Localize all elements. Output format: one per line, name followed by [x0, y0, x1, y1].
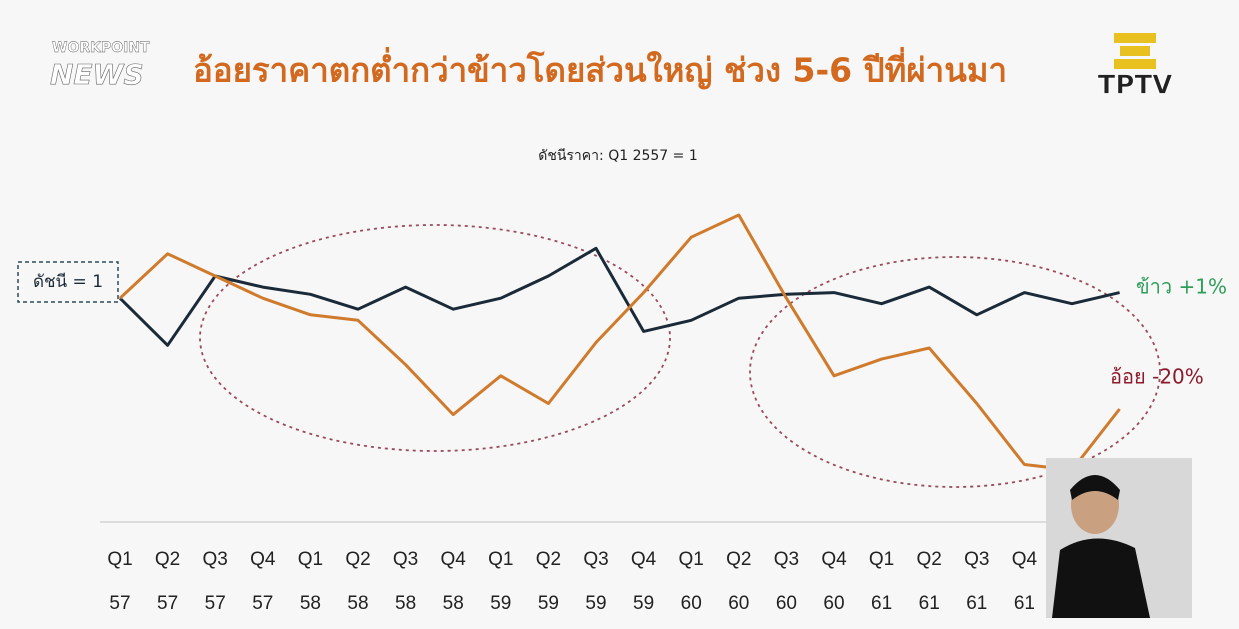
interpreter-hair	[1070, 475, 1120, 500]
x-tick-label: Q1	[298, 549, 323, 570]
annotation-box	[17, 261, 119, 303]
overlay: WORKPOINT NEWS TPTV	[50, 33, 1192, 618]
x-tick-label: 61	[919, 593, 940, 614]
x-tick-label: 60	[776, 593, 797, 614]
x-tick-label: Q2	[726, 549, 751, 570]
x-tick-label: Q1	[488, 549, 513, 570]
channel-logo: NEWS	[50, 58, 144, 91]
station-logo: TPTV	[1098, 71, 1173, 101]
plot: Q1 57 Q2 57 Q3 57 Q4 57 Q1 58 Q2 58 Q3 58 Q4 58 Q1 59 Q2 59…	[107, 213, 1227, 614]
x-tick-label: 59	[585, 593, 606, 614]
series-line	[118, 213, 1121, 472]
x-tick-label: 60	[681, 593, 702, 614]
highlight-ellipse	[749, 256, 1161, 488]
x-tick-label: 60	[823, 593, 844, 614]
x-tick-label: 61	[966, 593, 987, 614]
x-tick-label: 61	[1014, 593, 1035, 614]
x-tick-label: 57	[205, 593, 226, 614]
annotation: ดัชนี = 1	[33, 272, 103, 292]
x-tick-label: 57	[252, 593, 273, 614]
x-tick-label: Q2	[345, 549, 370, 570]
interpreter-body	[1052, 538, 1150, 618]
x-tick-label: Q3	[203, 549, 228, 570]
station-icon	[1114, 33, 1156, 43]
x-tick-label: Q2	[155, 549, 180, 570]
series-line	[118, 246, 1120, 347]
x-tick-label: Q3	[774, 549, 799, 570]
x-tick-label: 59	[633, 593, 654, 614]
x-tick-label: Q3	[964, 549, 989, 570]
x-tick-label: Q3	[393, 549, 418, 570]
chart-title: อ้อยราคาตกต่ำกว่าข้าวโดยส่วนใหญ่ ช่วง 5-…	[193, 47, 1007, 90]
x-tick-label: 58	[300, 593, 321, 614]
x-tick-label: Q1	[679, 549, 704, 570]
series-label: ข้าว +1%	[1136, 275, 1227, 299]
x-tick-label: 59	[538, 593, 559, 614]
x-tick-label: 57	[157, 593, 178, 614]
x-tick-label: Q4	[1012, 549, 1038, 570]
x-tick-label: 61	[871, 593, 892, 614]
x-tick-label: Q1	[107, 549, 132, 570]
x-tick-label: 57	[109, 593, 130, 614]
x-tick-label: Q4	[441, 549, 467, 570]
highlight-ellipse	[199, 224, 671, 452]
x-tick-label: 58	[347, 593, 368, 614]
x-tick-label: 58	[443, 593, 464, 614]
series-label: อ้อย -20%	[1110, 365, 1204, 389]
x-tick-label: Q4	[250, 549, 276, 570]
x-tick-label: Q3	[583, 549, 608, 570]
x-tick-label: Q2	[536, 549, 561, 570]
x-tick-label: 58	[395, 593, 416, 614]
station-icon	[1120, 46, 1150, 56]
chart-subtitle: ดัชนีราคา: Q1 2557 = 1	[538, 148, 697, 164]
x-tick-label: 59	[490, 593, 511, 614]
channel-logo: WORKPOINT	[52, 40, 150, 56]
x-tick-label: Q4	[821, 549, 847, 570]
x-tick-label: Q4	[631, 549, 657, 570]
x-tick-label: 60	[728, 593, 749, 614]
x-tick-label: Q1	[869, 549, 894, 570]
station-icon	[1114, 59, 1156, 69]
x-tick-label: Q2	[917, 549, 942, 570]
